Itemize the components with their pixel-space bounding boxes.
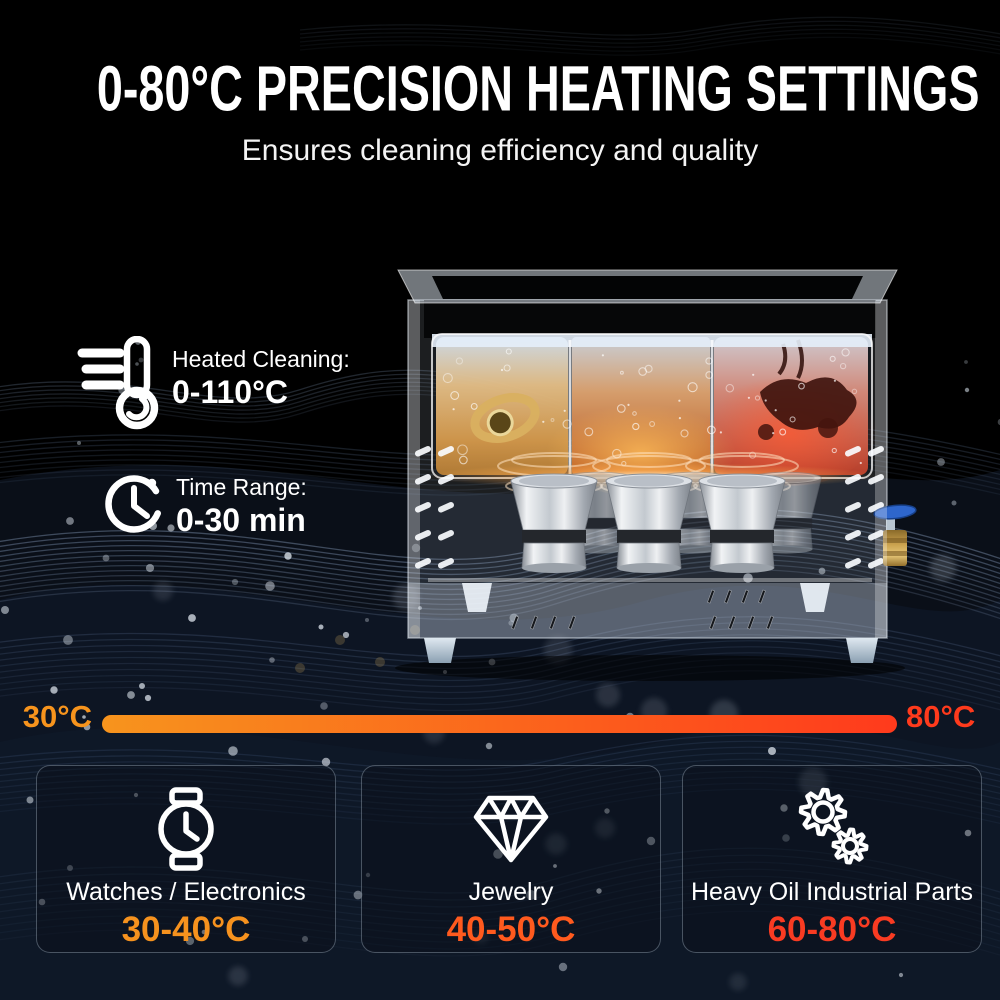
drain-valve xyxy=(873,504,917,566)
ultrasonic-cleaner-illustration xyxy=(395,269,917,681)
gears-icon xyxy=(798,787,869,865)
card-watches-electronics: Watches / Electronics 30-40°C xyxy=(36,765,336,953)
card-label: Jewelry xyxy=(468,878,554,906)
card-label: Heavy Oil Industrial Parts xyxy=(690,878,974,906)
right-vent-grille xyxy=(844,446,885,569)
card-label: Watches / Electronics xyxy=(66,878,306,906)
thermometer-icon xyxy=(77,335,159,430)
card-jewelry: Jewelry 40-50°C xyxy=(361,765,661,953)
spec-label: Heated Cleaning: xyxy=(172,346,350,372)
spec-value: 0-30 min xyxy=(176,502,306,539)
spec-label: Time Range: xyxy=(176,474,307,500)
spec-value: 0-110°C xyxy=(172,374,288,411)
bottom-vent-slits xyxy=(511,589,774,630)
card-temp: 40-50°C xyxy=(446,910,576,949)
tank-rim xyxy=(397,269,898,304)
machine-shadow xyxy=(395,655,905,681)
machine-foot xyxy=(846,638,878,663)
spec-time-range: Time Range: 0-30 min xyxy=(102,472,307,541)
card-heavy-oil-parts: Heavy Oil Industrial Parts 60-80°C xyxy=(682,765,982,953)
temp-bar-min-label: 30°C xyxy=(22,699,92,734)
cleaning-tank xyxy=(426,333,878,496)
machine-foot xyxy=(424,638,456,663)
dirty-parts-in-tank xyxy=(758,339,857,440)
spec-heated-cleaning: Heated Cleaning: 0-110°C xyxy=(76,335,350,435)
card-temp: 30-40°C xyxy=(121,910,251,949)
transducers xyxy=(497,452,822,573)
card-temp: 60-80°C xyxy=(767,910,897,949)
temp-bar-max-label: 80°C xyxy=(906,699,976,734)
diamond-icon xyxy=(473,795,549,863)
page-subtitle: Ensures cleaning efficiency and quality xyxy=(241,134,759,167)
page-title: 0-80°C PRECISION HEATING SETTINGS xyxy=(96,53,980,125)
tank-watch xyxy=(436,337,568,475)
temperature-bar xyxy=(102,715,897,733)
left-vent-grille xyxy=(414,446,455,569)
clock-icon xyxy=(105,475,163,533)
watch-icon xyxy=(158,787,214,871)
watch-in-tank xyxy=(470,393,540,443)
water-surface xyxy=(432,334,872,347)
